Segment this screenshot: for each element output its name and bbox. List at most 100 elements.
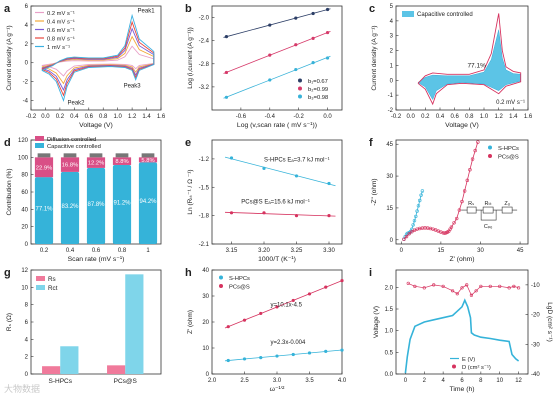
panel-a-legend-label: 0.6 mV s⁻¹ <box>47 28 75 34</box>
panel-f-xlabel: Z' (ohm) <box>449 256 474 263</box>
panel-f-circuit-label-rs: Rₛ <box>468 201 474 207</box>
panel-a-legend-label: 1 mV s⁻¹ <box>47 45 70 51</box>
panel-b-ytick-label: -2.4 <box>199 39 210 45</box>
panel-e-point <box>294 214 299 218</box>
panel-e-xtick-label: 3.30 <box>323 248 335 254</box>
panel-b-point <box>268 53 272 57</box>
panel-i-xtick-label: 12 <box>515 378 522 384</box>
panel-d-battery-cap <box>115 153 129 158</box>
panel-i-xtick-label: 2 <box>423 378 427 384</box>
panel-c-xtick-label: 1.0 <box>480 114 489 120</box>
panel-g-ylabel: Rₛ (Ω) <box>6 313 13 331</box>
panel-i-diffusion-point <box>469 293 474 297</box>
panel-i-ytick-right-label: -40 <box>531 372 540 378</box>
panel-i-diffusion-point <box>498 284 502 288</box>
panel-c-capacitive-area <box>417 29 521 101</box>
panel-c-ytick-label: 5 <box>390 4 394 10</box>
panel-d-diff-label: 8.8% <box>115 159 128 165</box>
panel-e-point <box>262 166 266 170</box>
panel-e-ytick-label: -1.2 <box>199 157 210 163</box>
panel-b-point <box>311 36 315 40</box>
panel-e-xlabel: 1000/T (K⁻¹) <box>258 256 296 263</box>
panel-a-ylabel: Current density (A g⁻¹) <box>6 25 13 90</box>
panel-i-ytick-label: 0.0 <box>385 372 394 378</box>
panel-h-ytick-label: 40 <box>202 268 209 274</box>
panel-d-ytick-label: 100 <box>18 155 29 161</box>
panel-h-ytick-label: 30 <box>202 294 209 300</box>
panel-c-xtick-label: 0.8 <box>465 114 474 120</box>
panel-c-ytick-label: 4 <box>390 19 394 25</box>
panel-i-xtick-label: 0 <box>404 378 408 384</box>
panel-h-fit-label-pcs: y=10.1x-4.5 <box>271 302 303 308</box>
panel-e-xtick-label: 3.25 <box>291 248 303 254</box>
panel-f-point <box>411 223 415 227</box>
panel-d-battery-cap <box>89 153 103 158</box>
panel-h-letter: h <box>185 267 192 279</box>
panel-a-xtick-label: 1.6 <box>157 114 166 120</box>
panel-d-cap-label: 94.2% <box>139 199 157 205</box>
panel-g-ytick-label: 6 <box>25 320 29 326</box>
panel-h-point <box>307 292 312 296</box>
panel-b-point <box>311 61 315 65</box>
panel-b-point <box>224 70 229 75</box>
watermark: 大物数据 <box>4 384 41 394</box>
panel-c-ytick-label: -2 <box>388 108 394 114</box>
panel-a-annotation-peak3: Peak3 <box>124 83 142 89</box>
panel-f-circuit-label-rct: Rₜₜ <box>485 201 493 207</box>
panel-b-ytick-label: -2.0 <box>199 16 210 22</box>
panel-c-frame <box>395 5 529 111</box>
panel-e-letter: e <box>185 137 191 149</box>
panel-c-total-curve <box>417 13 522 106</box>
panel-d-legend-swatch <box>35 136 44 141</box>
panel-i-ytick-label: 1.0 <box>385 329 394 335</box>
panel-e-ytick-label: -1.5 <box>199 185 210 191</box>
panel-f-legend-marker <box>488 154 492 158</box>
panel-a-xtick-label: 0.4 <box>70 114 79 120</box>
panel-h-xlabel: ω⁻¹′² <box>270 386 285 393</box>
panel-c-xtick-label: -0.2 <box>391 114 402 120</box>
panel-f-circuit-label-zw: Zᵤ <box>504 201 509 207</box>
panel-c-ytick-label: 2 <box>390 49 394 55</box>
panel-f-point <box>465 178 469 183</box>
panel-a-legend-label: 0.4 mV s⁻¹ <box>47 20 75 26</box>
panel-d-diff-label: 12.2% <box>88 161 104 167</box>
panel-d-ytick-label: 0 <box>25 242 29 248</box>
panel-b-point <box>325 56 330 60</box>
panel-h-point <box>226 358 230 363</box>
panel-i-ytick-right-label: -30 <box>531 342 540 348</box>
panel-g-ytick-label: 0 <box>25 372 29 378</box>
panel-f-circuit-label-cpe: Cₚₑ <box>484 224 492 230</box>
panel-f-point <box>420 189 425 193</box>
panel-h-point <box>340 279 344 283</box>
panel-i-legend-label: D (cm² s⁻¹) <box>462 365 491 371</box>
panel-e-point <box>294 174 299 178</box>
panel-a-annotation-peak1: Peak1 <box>138 9 156 15</box>
panel-c-xtick-label: 1.2 <box>494 114 503 120</box>
panel-a-ytick-label: -2 <box>23 80 29 86</box>
panel-h-xtick-label: 4.0 <box>338 378 347 384</box>
panel-h-legend-marker <box>219 275 223 280</box>
panel-i-diffusion-point <box>455 292 459 296</box>
panel-f-point <box>462 189 467 193</box>
panel-d-bar-capacitive <box>86 167 106 244</box>
panel-i-xtick-label: 6 <box>460 378 464 384</box>
panel-h-ylabel: Z' (ohm) <box>187 310 194 334</box>
panel-c-xtick-label: 0.6 <box>450 114 459 120</box>
panel-e-ylabel: Ln (Rₜₜ⁻¹ / Ω ⁻¹) <box>187 169 194 214</box>
panel-f-circuit-zw <box>501 206 513 214</box>
panel-i-letter: i <box>369 267 372 279</box>
panel-c-xtick-label: 1.4 <box>509 114 518 120</box>
panel-g-legend-label: Rct <box>48 285 58 292</box>
panel-f-fit-line <box>403 190 423 240</box>
panel-i-ytick-label: 2.0 <box>385 285 394 291</box>
panel-c-xtick-label: 0.2 <box>421 114 430 120</box>
panel-i-legend-marker <box>452 364 456 369</box>
panel-e-fit-line <box>224 156 336 187</box>
panel-g-ytick-label: 12 <box>21 268 28 274</box>
panel-a-legend-label: 0.2 mV s⁻¹ <box>47 11 75 17</box>
panel-g-xtick-label: S-HPCs <box>49 378 73 385</box>
panel-e-point <box>327 214 331 218</box>
panel-g-bar <box>42 366 61 374</box>
panel-h-point <box>291 298 295 303</box>
panel-f-ytick-label: 15 <box>386 206 393 212</box>
